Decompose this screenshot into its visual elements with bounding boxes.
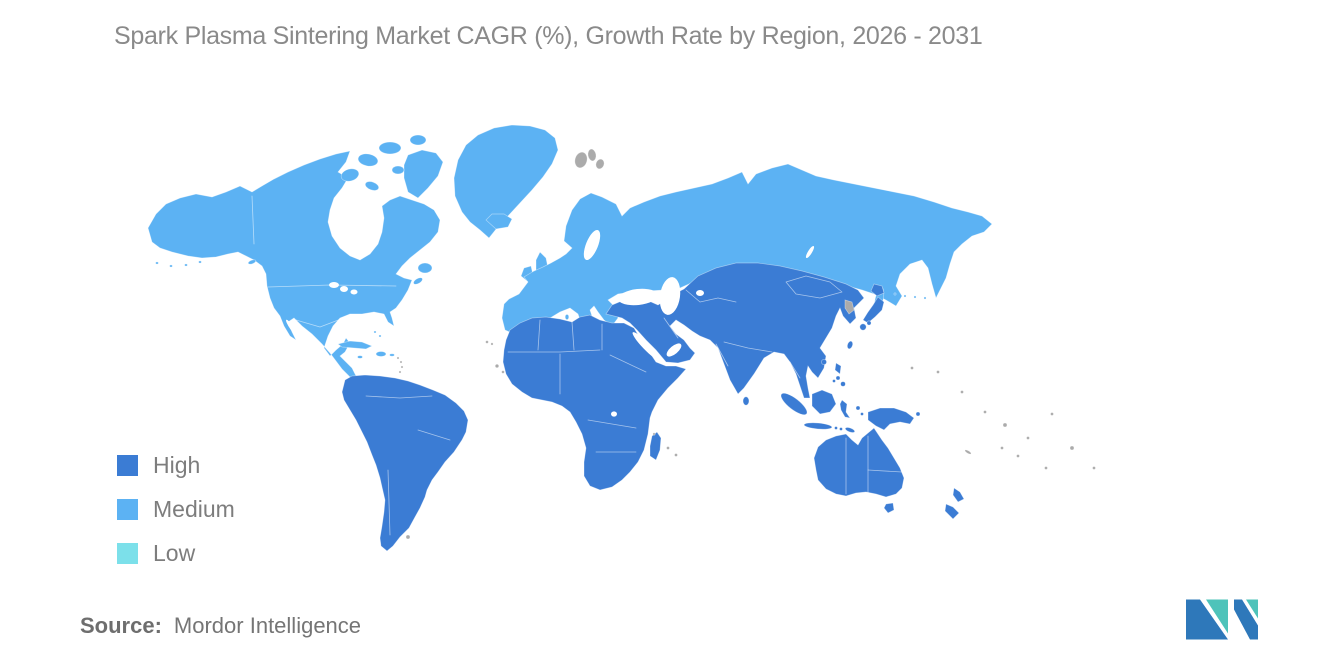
map-shape-baffin-island (403, 149, 444, 199)
map-region-south-america (341, 374, 469, 552)
map-shape-borneo (811, 389, 837, 415)
source-note: Source: Mordor Intelligence (80, 613, 361, 639)
map-shape-shikoku (866, 320, 872, 326)
map-shape-sumatra (780, 392, 808, 416)
lake-victoria (611, 411, 617, 417)
map-shape-tasmania (883, 502, 895, 514)
map-shape-south-america (341, 374, 469, 552)
map-region-greenland (453, 124, 559, 239)
map-shape-falklands (405, 534, 411, 540)
map-region-central-america-caribbean (337, 330, 395, 359)
map-shape-cuba (337, 340, 373, 350)
map-shape-sri-lanka (742, 396, 750, 406)
map-shape-greenland (453, 124, 559, 239)
legend-item-medium: Medium (117, 496, 235, 523)
map-shape-puerto-rico (389, 353, 395, 357)
legend-swatch-medium-icon (117, 499, 138, 520)
logo-i-blue-stroke (1234, 599, 1258, 640)
caspian-sea (659, 277, 681, 315)
legend-label-medium: Medium (153, 496, 235, 522)
map-region-minor-islands (396, 340, 1096, 540)
map-country-borders (251, 195, 903, 536)
baltic-sea (583, 229, 601, 261)
map-shape-kyushu (859, 323, 867, 331)
map-shape-newfoundland (417, 262, 433, 274)
logo-m-teal-triangle (1206, 599, 1228, 634)
map-shape-fiji (1000, 446, 1004, 450)
mordor-intelligence-logo (1186, 599, 1258, 640)
chart-title: Spark Plasma Sintering Market CAGR (%), … (114, 22, 983, 50)
map-shape-taiwan (846, 340, 854, 350)
map-shape-australia (813, 427, 905, 498)
map-shape-honshu (862, 296, 885, 324)
logo-i-teal-triangle (1246, 599, 1258, 619)
map-shape-vancouver-island (247, 259, 257, 265)
map-shape-nz-north-island (952, 487, 965, 503)
map-water-overlays (286, 229, 815, 417)
map-shape-new-guinea (867, 407, 915, 431)
map-shape-jamaica (357, 355, 363, 359)
red-sea (632, 332, 660, 360)
persian-gulf (666, 343, 682, 357)
map-shape-iceland (485, 213, 513, 230)
source-label: Source: (80, 613, 162, 638)
map-shape-java (803, 422, 833, 430)
map-shape-north-america-mainland (147, 150, 441, 387)
legend-swatch-high-icon (117, 455, 138, 476)
map-shape-nova-scotia (413, 277, 423, 285)
map-legend: High Medium Low (117, 452, 235, 567)
logo-m-blue-stroke (1186, 599, 1228, 640)
map-shape-nz-south-island (944, 503, 960, 520)
legend-label-low: Low (153, 540, 196, 566)
map-shape-timor (844, 427, 856, 433)
map-shape-luzon (834, 362, 842, 375)
map-shape-new-caledonia (964, 449, 972, 455)
map-region-north-america (147, 134, 444, 387)
map-region-north-korea (844, 299, 855, 315)
map-shape-madagascar (649, 431, 662, 461)
map-shape-hokkaido (870, 283, 885, 297)
legend-label-high: High (153, 452, 201, 478)
map-region-svalbard (574, 148, 605, 170)
legend-item-low: Low (117, 540, 235, 567)
map-region-oceania (813, 407, 965, 520)
map-shape-new-britain (915, 411, 921, 417)
map-region-africa (502, 314, 687, 491)
map-shape-africa-mainland (502, 314, 687, 491)
legend-swatch-low-icon (117, 543, 138, 564)
map-shape-sulawesi (839, 399, 851, 419)
gulf-of-california (286, 319, 298, 337)
source-value: Mordor Intelligence (173, 613, 362, 638)
map-shape-hainan (821, 359, 827, 365)
lake-baikal (805, 245, 815, 259)
aral-sea (696, 290, 704, 296)
map-shape-north-korea (844, 299, 855, 315)
legend-item-high: High (117, 452, 235, 479)
map-shape-hispaniola (375, 351, 387, 357)
black-sea (618, 288, 658, 306)
